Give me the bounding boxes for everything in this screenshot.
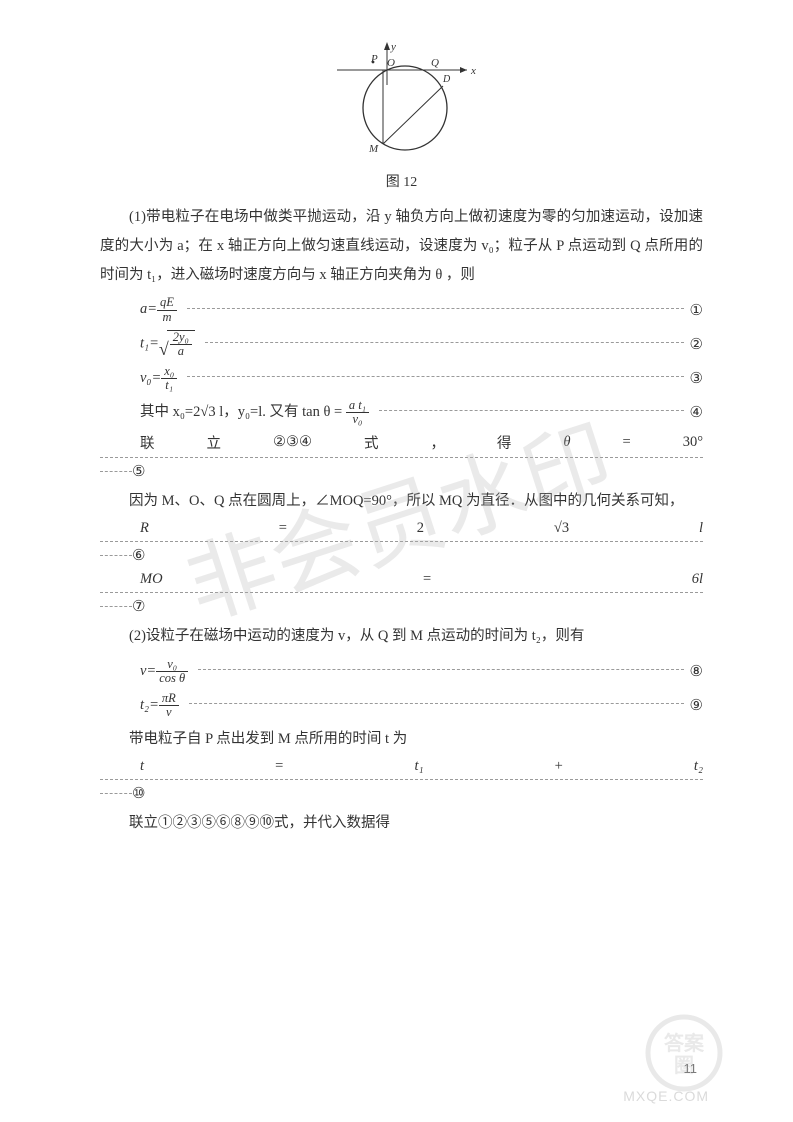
dash-fill xyxy=(205,342,684,343)
page-number: 11 xyxy=(684,1061,698,1076)
eq8-lhs: v= xyxy=(140,663,156,679)
equation-1: a=qEm ① xyxy=(140,296,703,324)
eq1-den: m xyxy=(157,311,177,324)
equation-5-line: 联 立 ②③④ 式 ， 得 θ = 30° xyxy=(140,432,703,453)
page-root: 非会员水印 P O Q D x y M 图 12 (1)带电粒子在电场中做类平抛… xyxy=(0,0,793,1122)
tok: R xyxy=(140,520,149,537)
paragraph-5: 带电粒子自 P 点出发到 M 点所用的时间 t 为 xyxy=(100,725,703,754)
tok: = xyxy=(623,434,631,451)
eq8-den: cos θ xyxy=(156,672,188,685)
tok: t₁ xyxy=(414,758,423,775)
eq4-den: v₀ xyxy=(346,413,369,426)
eq10-tag-row: ⑩ xyxy=(100,784,703,803)
badge-watermark: 答案 圈 xyxy=(645,1014,723,1092)
dash-row xyxy=(100,592,703,593)
site-watermark: MXQE.COM xyxy=(623,1088,709,1104)
tok: = xyxy=(423,571,431,588)
svg-text:y: y xyxy=(390,41,396,53)
tok: l xyxy=(699,520,703,537)
eq6-tag: ⑥ xyxy=(132,546,145,565)
svg-text:O: O xyxy=(387,57,395,69)
tok: = xyxy=(279,520,287,537)
tok: 30° xyxy=(683,434,703,451)
equation-3: v₀=x₀t₁ ③ xyxy=(140,364,703,392)
eq5-tag-row: ⑤ xyxy=(100,462,703,481)
figure-12: P O Q D x y M xyxy=(100,40,703,165)
eq9-den: v xyxy=(159,706,179,719)
equation-10-line: t = t₁ + t₂ xyxy=(140,758,703,775)
dash-fill xyxy=(189,703,684,704)
paragraph-1: (1)带电粒子在电场中做类平抛运动，沿 y 轴负方向上做初速度为零的匀加速运动，… xyxy=(100,203,703,290)
tok: ， xyxy=(430,432,445,453)
equation-8: v=v₀cos θ ⑧ xyxy=(140,657,703,685)
svg-text:D: D xyxy=(442,74,451,85)
eq1-num: qE xyxy=(157,296,177,310)
tok: θ xyxy=(563,434,570,451)
eq3-den: t₁ xyxy=(161,379,177,392)
equation-7-line: MO = 6l xyxy=(140,571,703,588)
eq9-num: πR xyxy=(159,692,179,706)
eq8-tag: ⑧ xyxy=(690,662,703,681)
tok: 6l xyxy=(692,571,703,588)
tok: t₂ xyxy=(694,758,703,775)
svg-text:Q: Q xyxy=(431,57,439,69)
eq6-tag-row: ⑥ xyxy=(100,546,703,565)
eq5-tag: ⑤ xyxy=(132,462,145,481)
eq1-lhs: a= xyxy=(140,301,157,317)
svg-text:x: x xyxy=(470,65,476,77)
tok: MO xyxy=(140,571,163,588)
dash-fill xyxy=(187,308,684,309)
eq2-lhs: t₁= xyxy=(140,335,159,351)
svg-text:P: P xyxy=(370,53,378,65)
dash-fill xyxy=(187,376,683,377)
tok: t xyxy=(140,758,144,775)
equation-6-line: R = 2 √3 l xyxy=(140,520,703,537)
eq9-tag: ⑨ xyxy=(690,696,703,715)
paragraph-3: 因为 M、O、Q 点在圆周上，∠MOQ=90°，所以 MQ 为直径．从图中的几何… xyxy=(100,487,703,516)
eq3-num: x₀ xyxy=(161,365,177,379)
dash-fill xyxy=(198,669,683,670)
eq8-num: v₀ xyxy=(156,658,188,672)
paragraph-6: 联立①②③⑤⑥⑧⑨⑩式，并代入数据得 xyxy=(100,809,703,838)
figure-svg: P O Q D x y M xyxy=(327,40,477,160)
paragraph-4: (2)设粒子在磁场中运动的速度为 v，从 Q 到 M 点运动的时间为 t₂，则有 xyxy=(100,622,703,651)
tok: 得 xyxy=(497,432,512,453)
eq4-pre: 其中 x₀=2√3 l，y₀=l. 又有 tan θ = xyxy=(140,404,342,420)
eq10-tag: ⑩ xyxy=(132,784,145,803)
dash-row xyxy=(100,779,703,780)
eq4-num: a t₁ xyxy=(346,399,369,413)
eq3-lhs: v₀= xyxy=(140,370,161,386)
tok: 立 xyxy=(206,432,221,453)
figure-caption: 图 12 xyxy=(100,171,703,191)
equation-4: 其中 x₀=2√3 l，y₀=l. 又有 tan θ = a t₁v₀ ④ xyxy=(140,398,703,426)
eq2-num: 2y₀ xyxy=(170,331,192,345)
equation-9: t₂=πRv ⑨ xyxy=(140,691,703,719)
tok: 式 xyxy=(364,432,379,453)
eq9-lhs: t₂= xyxy=(140,697,159,713)
tok: ②③④ xyxy=(273,434,312,451)
equation-2: t₁=√2y₀a ② xyxy=(140,330,703,358)
eq7-tag-row: ⑦ xyxy=(100,597,703,616)
eq4-tag: ④ xyxy=(690,403,703,422)
eq2-den: a xyxy=(170,345,192,358)
tok: √3 xyxy=(554,520,569,537)
dash-row xyxy=(100,457,703,458)
tok: + xyxy=(555,758,563,775)
tok: = xyxy=(275,758,283,775)
eq1-tag: ① xyxy=(690,301,703,320)
eq2-tag: ② xyxy=(690,335,703,354)
svg-text:M: M xyxy=(368,143,379,155)
tok: 联 xyxy=(140,432,155,453)
dash-row xyxy=(100,541,703,542)
eq7-tag: ⑦ xyxy=(132,597,145,616)
tok: 2 xyxy=(417,520,424,537)
svg-text:答案: 答案 xyxy=(664,1031,705,1055)
dash-fill xyxy=(379,410,684,411)
eq3-tag: ③ xyxy=(690,369,703,388)
